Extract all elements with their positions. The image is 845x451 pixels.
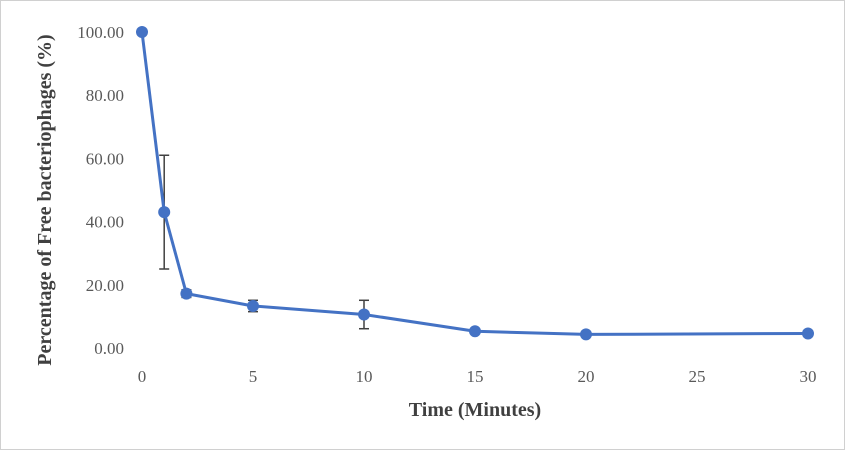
x-tick-label: 30 [800, 367, 817, 386]
plot-area [136, 26, 814, 341]
data-point [358, 308, 370, 321]
y-axis-ticks: 0.00 20.00 40.00 60.00 80.00 100.00 [77, 23, 124, 358]
x-tick-label: 25 [689, 367, 706, 386]
y-tick-label: 80.00 [86, 86, 124, 105]
x-tick-label: 5 [249, 367, 258, 386]
y-axis-title: Percentage of Free bacteriophages (%) [34, 34, 56, 365]
data-point [180, 287, 193, 300]
series-line [140, 31, 809, 336]
data-point [158, 206, 171, 219]
x-tick-label: 10 [356, 367, 373, 386]
data-point [247, 299, 259, 312]
y-tick-label: 40.00 [86, 213, 124, 232]
x-tick-label: 15 [467, 367, 484, 386]
data-point [469, 325, 481, 338]
x-tick-label: 20 [578, 367, 595, 386]
data-point [580, 328, 592, 341]
y-tick-label: 0.00 [94, 339, 124, 358]
y-tick-label: 100.00 [77, 23, 124, 42]
data-point [802, 327, 814, 340]
y-tick-label: 60.00 [86, 149, 124, 168]
x-axis-title: Time (Minutes) [409, 399, 541, 421]
data-point [136, 26, 148, 38]
x-tick-label: 0 [138, 367, 147, 386]
x-axis-ticks: 0 5 10 15 20 25 30 [138, 367, 817, 386]
y-tick-label: 20.00 [86, 276, 124, 295]
